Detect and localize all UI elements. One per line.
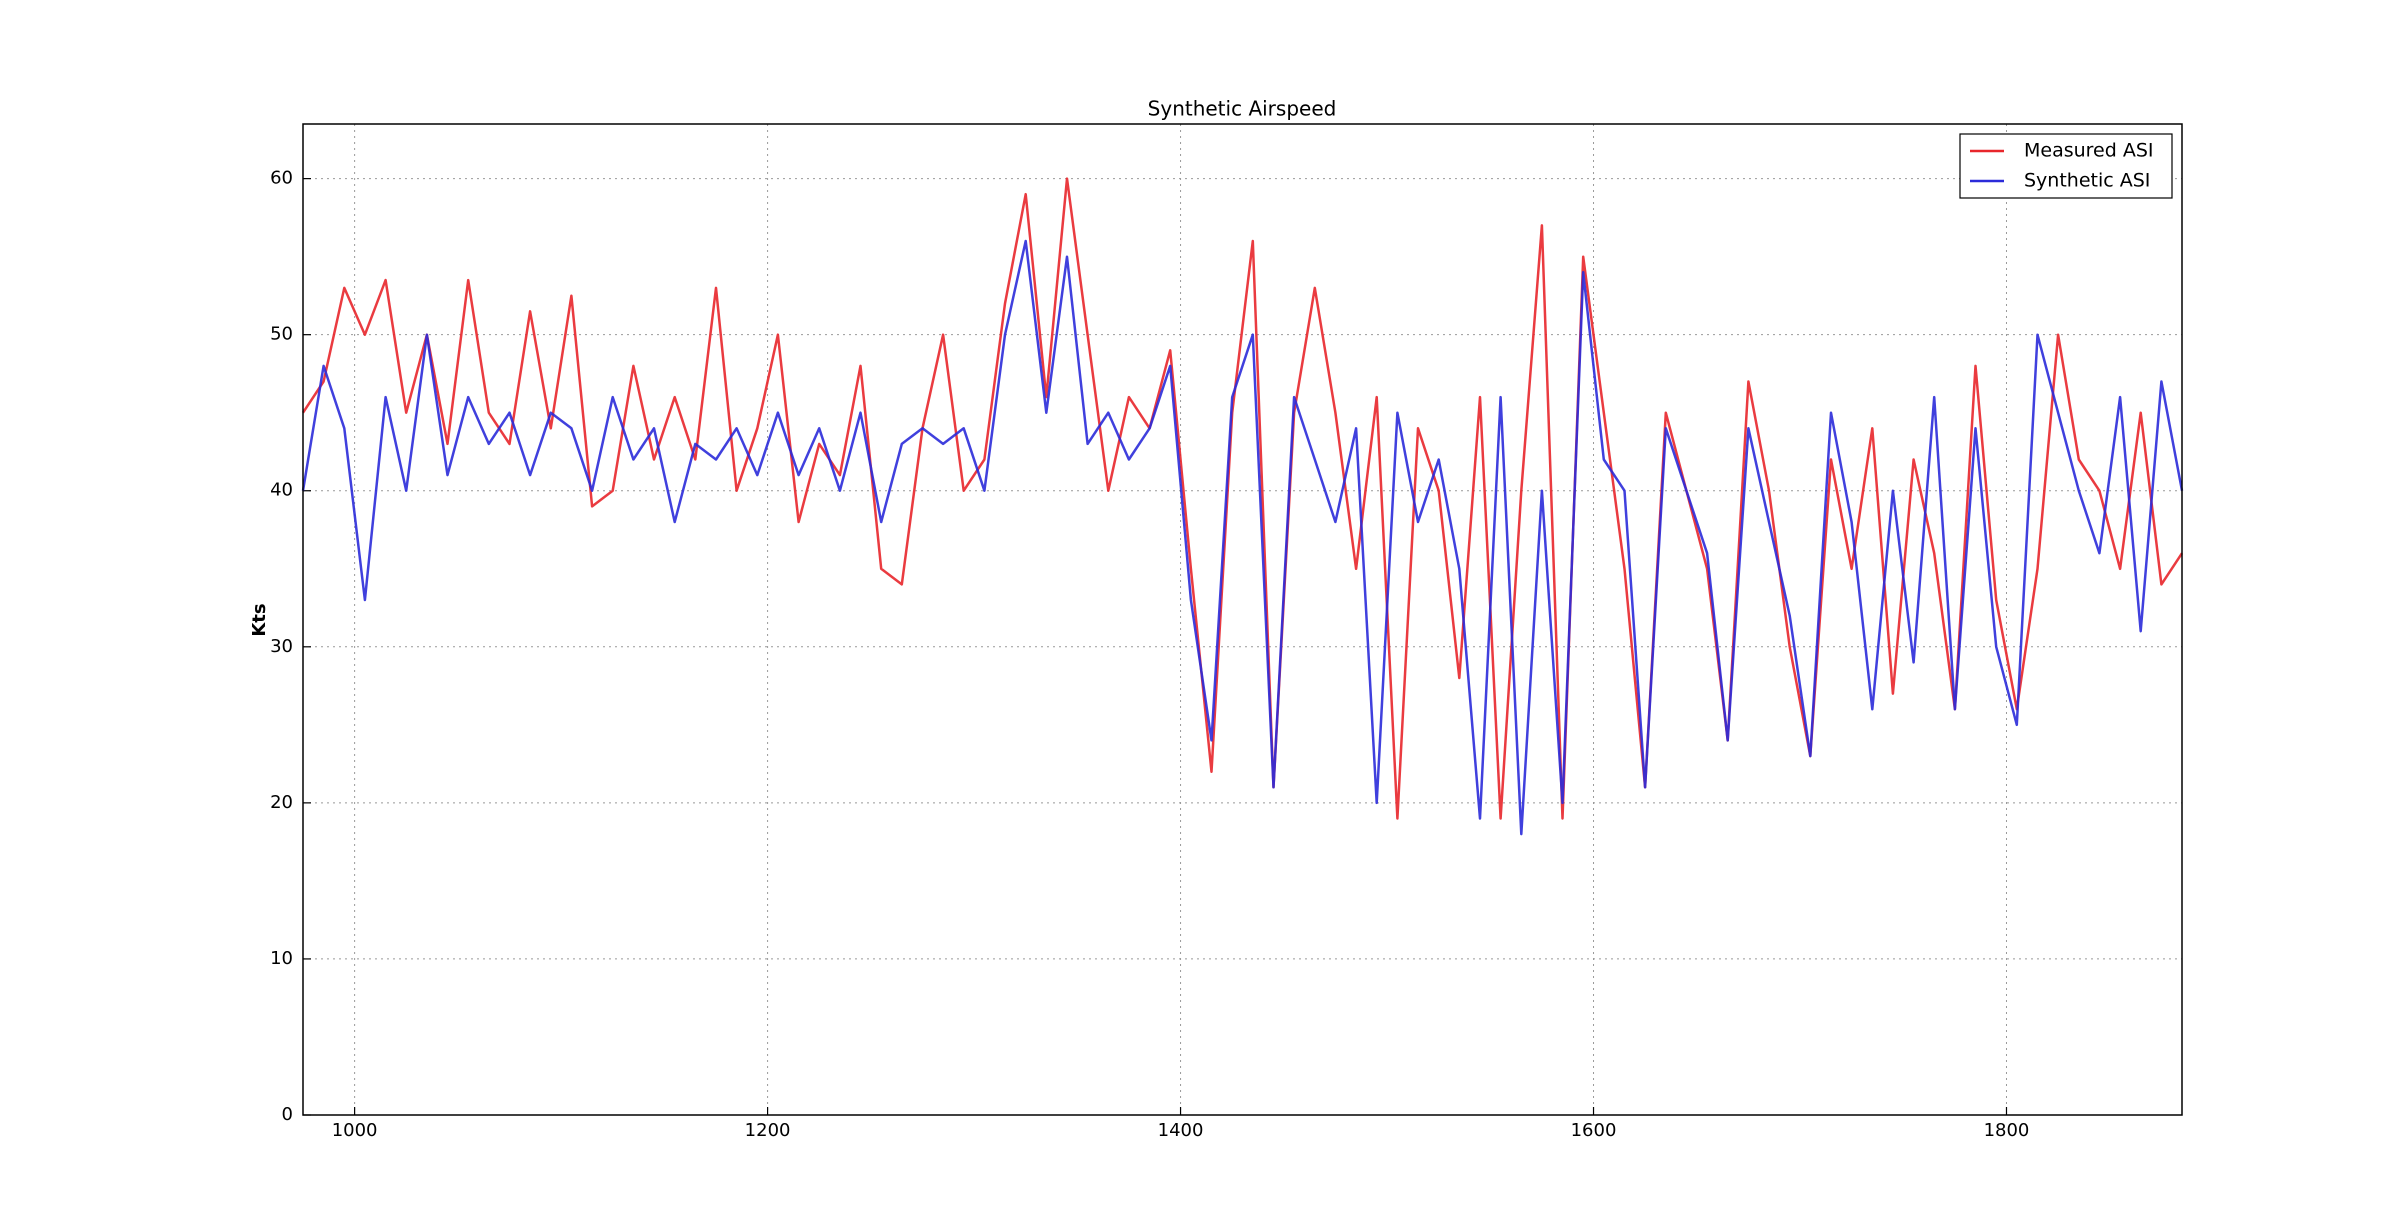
x-tick-label: 1000 bbox=[332, 1120, 378, 1141]
y-tick-label: 20 bbox=[270, 792, 293, 813]
y-tick-label: 40 bbox=[270, 480, 293, 501]
x-tick-label: 1600 bbox=[1571, 1120, 1617, 1141]
y-tick-label: 0 bbox=[282, 1104, 293, 1125]
series-line bbox=[301, 239, 2184, 836]
series-line bbox=[301, 177, 2184, 820]
y-tick-label: 30 bbox=[270, 636, 293, 657]
y-tick-label: 50 bbox=[270, 324, 293, 345]
legend-box bbox=[1959, 133, 2173, 199]
chart-title: Synthetic Airspeed bbox=[1148, 97, 1337, 121]
legend-label: Measured ASI bbox=[2024, 140, 2154, 162]
y-tick-label: 60 bbox=[270, 168, 293, 189]
x-tick-label: 1400 bbox=[1158, 1120, 1204, 1141]
y-axis-label: Kts bbox=[249, 603, 270, 636]
x-tick-label: 1800 bbox=[1984, 1120, 2030, 1141]
legend-label: Synthetic ASI bbox=[2024, 170, 2150, 192]
x-tick-label: 1200 bbox=[745, 1120, 791, 1141]
plot-frame bbox=[302, 123, 2183, 1116]
y-tick-label: 10 bbox=[270, 948, 293, 969]
